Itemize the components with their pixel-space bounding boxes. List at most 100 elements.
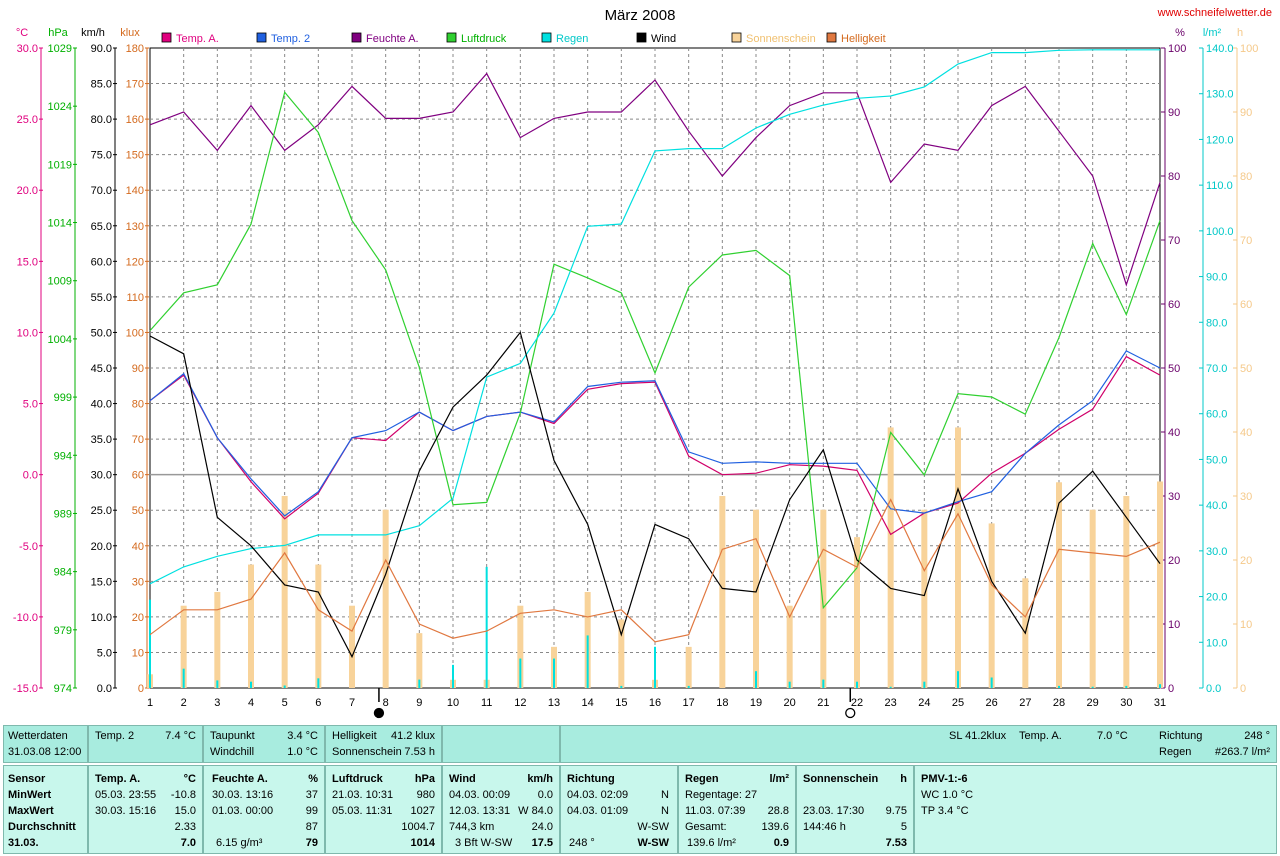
stat-sonne-max-date: 23.03. 17:30 (803, 805, 865, 817)
stat-feuchte-extra: 6.15 g/m³ (216, 837, 263, 849)
left-axis-tick: 180 (126, 43, 144, 55)
legend-label: Wind (651, 33, 676, 45)
x-tick-label: 16 (649, 697, 661, 709)
sunshine-bar (719, 496, 726, 688)
legend-label: Temp. 2 (271, 33, 310, 45)
right-axis-unit: % (1175, 27, 1185, 39)
stat-wind-today: 17.5 (531, 837, 553, 849)
stat-regen-gesamt-label: Gesamt: (685, 821, 727, 833)
rain-bar (317, 678, 320, 688)
temp2-value: 7.4 °C (165, 730, 196, 742)
sunshine-bar (988, 523, 995, 688)
sl-text: SL 41.2klux (949, 730, 1007, 742)
panel-stat-feuchte: Feuchte A. % 30.03. 13:16 37 01.03. 00:0… (203, 765, 325, 854)
stat-tempa-avg: 2.33 (174, 821, 196, 833)
stat-feuchte-today: 79 (305, 837, 318, 849)
rain-bar (1159, 684, 1161, 688)
rain-bar (856, 681, 858, 688)
stat-luftdruck-title: Luftdruck (332, 773, 383, 785)
legend-swatch (446, 32, 457, 43)
stat-tempa-max: 15.0 (174, 805, 196, 817)
rain-bar (1058, 685, 1060, 688)
right-axis-unit: l/m² (1203, 27, 1222, 39)
sunshine-bar (214, 592, 221, 688)
stat-tempa-title: Temp. A. (95, 773, 141, 785)
series-line-wind (149, 331, 1161, 659)
stat-tempa-today: 7.0 (180, 837, 196, 849)
legend-swatch (636, 32, 647, 43)
rain-bar (755, 671, 757, 688)
left-axis-tick: 20.0 (91, 541, 112, 553)
left-axis-tick: 50.0 (91, 327, 112, 339)
sonnenschein-label: Sonnenschein (332, 746, 402, 758)
rain-bar (957, 671, 959, 688)
right-axis-tick: 110.0 (1206, 180, 1233, 192)
rain-bar (452, 664, 454, 688)
left-axis-tick: 50 (132, 505, 144, 517)
sunshine-bar (685, 646, 692, 688)
rain-bar (687, 685, 690, 688)
left-axis-tick: 15.0 (17, 256, 38, 268)
stat-regen-title: Regen (685, 773, 719, 785)
rain-bar (283, 685, 286, 688)
stat-richtung-min: N (661, 789, 669, 801)
sensor-today-label: 31.03. (8, 837, 39, 849)
panel-helligkeit: Helligkeit 41.2 klux Sonnenschein 7.53 h (325, 725, 442, 763)
left-axis-tick: 20 (132, 612, 144, 624)
left-axis-tick: -5.0 (19, 541, 38, 553)
right-axis-tick: 90 (1168, 107, 1180, 119)
right-axis-tick: 0 (1240, 683, 1246, 695)
wetterdaten-label: Wetterdaten (8, 730, 68, 742)
rain-bar (586, 635, 589, 688)
left-axis-tick: 90 (132, 363, 144, 375)
right-axis-tick: 30.0 (1206, 546, 1227, 558)
full-moon-icon (845, 707, 856, 719)
right-axis-tick: 0.0 (1206, 683, 1221, 695)
right-axis-tick: 100.0 (1206, 226, 1234, 238)
sunshine-bar (315, 564, 322, 688)
x-tick-label: 9 (416, 697, 422, 709)
left-axis-tick: 1019 (48, 159, 72, 171)
stat-feuchte-avg: 87 (305, 821, 318, 833)
x-tick-label: 12 (514, 697, 526, 709)
stat-tempa-max-date: 30.03. 15:16 (95, 805, 157, 817)
panel-stat-pmv: PMV-1:-6 WC 1.0 °C TP 3.4 °C (914, 765, 1277, 854)
x-tick-label: 4 (248, 697, 254, 709)
left-axis-tick: 35.0 (91, 434, 112, 446)
stat-wind-max-date: 12.03. 13:31 (449, 805, 511, 817)
panel-stat-wind: Wind km/h 04.03. 00:09 0.0 12.03. 13:31 … (442, 765, 560, 854)
axes: 1 2 3 4 5 6 7 8 9 10 11 12 13 14 15 16 17 18 19 20 21 22 23 24 2… (13, 27, 1258, 719)
x-tick-label: 29 (1087, 697, 1099, 709)
rain-bar (519, 658, 522, 688)
left-axis-tick: 0.0 (23, 470, 38, 482)
right-axis-tick: 10.0 (1206, 637, 1227, 649)
rain-bar (788, 681, 791, 688)
left-axis-tick: 120 (126, 256, 144, 268)
left-axis-tick: 45.0 (91, 363, 112, 375)
sensor-avg-label: Durchschnitt (8, 821, 76, 833)
stat-luftdruck-max: 1027 (410, 805, 435, 817)
panel-sensor: Sensor MinWert MaxWert Durchschnitt 31.0… (3, 765, 88, 854)
left-axis-tick: 1024 (48, 101, 72, 113)
left-axis-tick: 110 (126, 292, 144, 304)
left-axis-tick: 10 (132, 647, 144, 659)
left-axis-tick: 130 (126, 221, 144, 233)
left-axis-unit: km/h (81, 27, 105, 39)
left-axis-tick: 25.0 (91, 505, 112, 517)
right-axis-tick: 80.0 (1206, 317, 1227, 329)
left-axis-tick: 90.0 (91, 43, 112, 55)
left-axis-tick: 989 (54, 508, 72, 520)
x-tick-label: 1 (147, 697, 153, 709)
x-tick-label: 26 (986, 697, 998, 709)
stat-richtung-today: W-SW (637, 837, 669, 849)
x-tick-label: 8 (383, 697, 389, 709)
x-tick-label: 14 (582, 697, 594, 709)
stat-regen-max: 28.8 (767, 805, 789, 817)
rain-bar (1091, 686, 1094, 688)
left-axis-tick: 0.0 (97, 683, 112, 695)
left-axis-tick: 10.0 (91, 612, 112, 624)
left-axis-tick: 150 (126, 150, 144, 162)
stat-feuchte-max-date: 01.03. 00:00 (212, 805, 274, 817)
site-url[interactable]: www.schneifelwetter.de (1157, 7, 1272, 19)
stat-feuchte-title: Feuchte A. (212, 773, 268, 785)
